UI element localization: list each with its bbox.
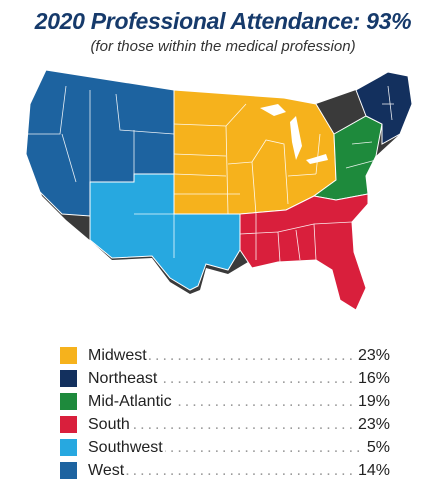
legend-swatch-mid-atlantic [60, 393, 77, 410]
leader-dots: ........................................… [88, 370, 390, 387]
legend-value-southwest: 5% [364, 438, 390, 458]
leader-dots: ........................................… [88, 462, 390, 479]
legend-item-southwest: ........................................… [60, 438, 390, 461]
legend-swatch-south [60, 416, 77, 433]
map-subtitle: (for those within the medical profession… [90, 38, 356, 55]
state-borders [26, 85, 394, 263]
legend-value-mid-atlantic: 19% [355, 392, 390, 412]
us-map-svg [25, 69, 413, 311]
legend-value-south: 23% [355, 415, 390, 435]
us-region-map [16, 64, 428, 324]
legend: ........................................… [60, 346, 390, 484]
legend-item-south: ........................................… [60, 415, 390, 438]
legend-swatch-northeast [60, 370, 77, 387]
great-lakes-shape [260, 104, 328, 164]
legend-value-northeast: 16% [355, 369, 390, 389]
legend-item-west: ........................................… [60, 461, 390, 484]
region-midwest [173, 89, 337, 215]
region-northeast [355, 71, 413, 145]
legend-item-midwest: ........................................… [60, 346, 390, 369]
legend-label-south: South [88, 415, 132, 435]
leader-dots: ........................................… [88, 416, 390, 433]
legend-label-mid-atlantic: Mid-Atlantic [88, 392, 174, 412]
legend-label-northeast: Northeast [88, 369, 160, 389]
legend-swatch-west [60, 462, 77, 479]
legend-value-west: 14% [355, 461, 390, 481]
leader-dots: ........................................… [88, 347, 390, 364]
legend-label-midwest: Midwest [88, 346, 149, 366]
legend-label-west: West [88, 461, 127, 481]
legend-item-mid-atlantic: ........................................… [60, 392, 390, 415]
legend-label-southwest: Southwest [88, 438, 165, 458]
legend-swatch-southwest [60, 439, 77, 456]
legend-swatch-midwest [60, 347, 77, 364]
legend-item-northeast: ........................................… [60, 369, 390, 392]
map-title: 2020 Professional Attendance: 93% [34, 8, 412, 34]
legend-value-midwest: 23% [355, 346, 390, 366]
